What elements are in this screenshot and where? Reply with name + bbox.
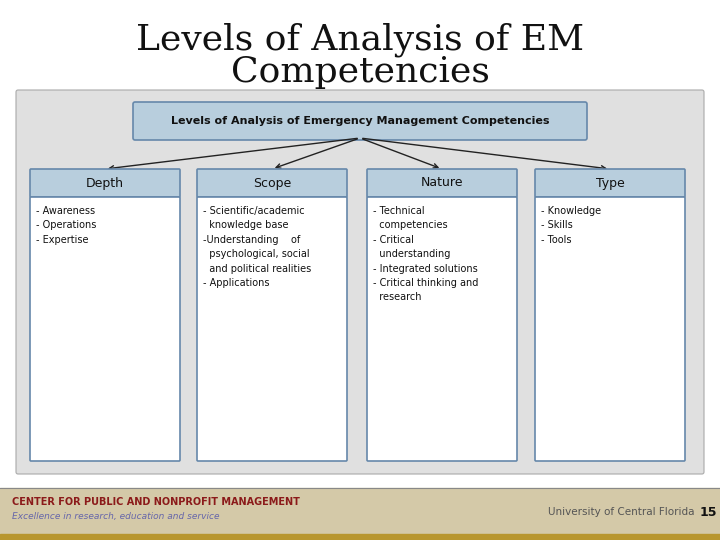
Text: 15: 15 <box>700 505 718 518</box>
Bar <box>0 488 720 540</box>
Text: - Knowledge
- Skills
- Tools: - Knowledge - Skills - Tools <box>541 206 601 245</box>
Text: Depth: Depth <box>86 177 124 190</box>
Text: University of Central Florida: University of Central Florida <box>548 507 695 517</box>
FancyBboxPatch shape <box>133 102 587 140</box>
Text: Levels of Analysis of EM: Levels of Analysis of EM <box>136 23 584 57</box>
Text: Levels of Analysis of Emergency Management Competencies: Levels of Analysis of Emergency Manageme… <box>171 116 549 126</box>
Bar <box>0 534 720 540</box>
FancyBboxPatch shape <box>367 197 517 461</box>
FancyBboxPatch shape <box>30 197 180 461</box>
FancyBboxPatch shape <box>367 169 517 197</box>
FancyBboxPatch shape <box>535 169 685 197</box>
Text: - Awareness
- Operations
- Expertise: - Awareness - Operations - Expertise <box>36 206 96 245</box>
FancyBboxPatch shape <box>197 169 347 197</box>
Text: - Scientific/academic
  knowledge base
-Understanding    of
  psychological, soc: - Scientific/academic knowledge base -Un… <box>203 206 311 288</box>
FancyBboxPatch shape <box>16 90 704 474</box>
Text: Scope: Scope <box>253 177 291 190</box>
FancyBboxPatch shape <box>197 197 347 461</box>
Text: - Technical
  competencies
- Critical
  understanding
- Integrated solutions
- C: - Technical competencies - Critical unde… <box>373 206 478 302</box>
FancyBboxPatch shape <box>30 169 180 197</box>
FancyBboxPatch shape <box>535 197 685 461</box>
Text: Type: Type <box>595 177 624 190</box>
Text: Excellence in research, education and service: Excellence in research, education and se… <box>12 512 220 522</box>
Text: Competencies: Competencies <box>230 55 490 89</box>
Text: Nature: Nature <box>420 177 463 190</box>
Text: CENTER FOR PUBLIC AND NONPROFIT MANAGEMENT: CENTER FOR PUBLIC AND NONPROFIT MANAGEME… <box>12 497 300 507</box>
